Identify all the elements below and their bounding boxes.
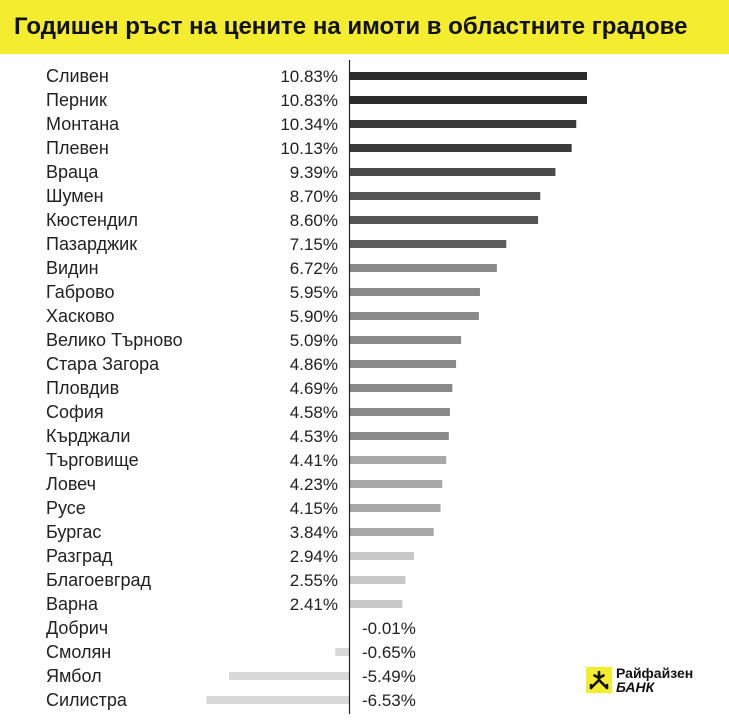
bar-row-4 — [349, 144, 572, 152]
bar-row-10 — [349, 288, 480, 296]
value-label-row-8: 7.15% — [290, 235, 338, 254]
bar-row-12 — [349, 336, 462, 344]
category-label-row-24: Добрич — [46, 618, 108, 638]
bar-row-14 — [349, 384, 453, 392]
category-label-row-27: Силистра — [46, 690, 128, 710]
category-label-row-2: Перник — [46, 90, 107, 110]
value-label-row-17: 4.41% — [290, 451, 338, 470]
value-label-row-18: 4.23% — [290, 475, 338, 494]
value-label-row-12: 5.09% — [290, 331, 338, 350]
category-label-row-8: Пазарджик — [46, 234, 137, 254]
bar-row-27 — [206, 696, 350, 704]
bar-row-8 — [349, 240, 507, 248]
bar-row-2 — [349, 96, 587, 104]
value-label-row-16: 4.53% — [290, 427, 338, 446]
value-label-row-25: -0.65% — [362, 643, 416, 662]
category-label-row-17: Търговище — [46, 450, 139, 470]
category-label-row-9: Видин — [46, 258, 99, 278]
bar-row-5 — [349, 168, 556, 176]
bar-row-23 — [349, 600, 403, 608]
bar-row-15 — [349, 408, 450, 416]
category-label-row-12: Велико Търново — [46, 330, 183, 350]
value-label-row-15: 4.58% — [290, 403, 338, 422]
category-label-row-18: Ловеч — [46, 474, 96, 494]
category-label-row-4: Плевен — [46, 138, 109, 158]
category-label-row-16: Кърджали — [46, 426, 130, 446]
bar-row-20 — [349, 528, 434, 536]
bar-row-22 — [349, 576, 406, 584]
bar-row-16 — [349, 432, 449, 440]
bar-row-3 — [349, 120, 577, 128]
value-label-row-2: 10.83% — [280, 91, 338, 110]
category-label-row-22: Благоевград — [46, 570, 151, 590]
category-label-row-19: Русе — [46, 498, 86, 518]
category-label-row-21: Разград — [46, 546, 113, 566]
value-label-row-24: -0.01% — [362, 619, 416, 638]
value-label-row-4: 10.13% — [280, 139, 338, 158]
value-label-row-7: 8.60% — [290, 211, 338, 230]
value-label-row-1: 10.83% — [280, 67, 338, 86]
category-label-row-23: Варна — [46, 594, 99, 614]
raiffeisen-cross-icon — [586, 667, 612, 693]
bar-row-25 — [335, 648, 350, 656]
value-label-row-19: 4.15% — [290, 499, 338, 518]
value-label-row-21: 2.94% — [290, 547, 338, 566]
category-label-row-7: Кюстендил — [46, 210, 138, 230]
value-label-row-9: 6.72% — [290, 259, 338, 278]
bar-chart: Сливен Перник Монтана Плевен Враца Шумен Кюсте… — [46, 60, 587, 714]
value-label-row-23: 2.41% — [290, 595, 338, 614]
bar-row-21 — [349, 552, 414, 560]
bar-row-13 — [349, 360, 457, 368]
bar-row-7 — [349, 216, 539, 224]
category-label-row-14: Пловдив — [46, 378, 119, 398]
value-label-row-6: 8.70% — [290, 187, 338, 206]
bar-row-9 — [349, 264, 497, 272]
value-label-row-3: 10.34% — [280, 115, 338, 134]
value-label-row-5: 9.39% — [290, 163, 338, 182]
logo-text: Райфайзен БАНК — [616, 666, 693, 694]
category-label-row-13: Стара Загора — [46, 354, 160, 374]
value-label-row-14: 4.69% — [290, 379, 338, 398]
category-label-row-6: Шумен — [46, 186, 104, 206]
category-label-row-11: Хасково — [46, 306, 114, 326]
value-label-row-20: 3.84% — [290, 523, 338, 542]
value-label-row-22: 2.55% — [290, 571, 338, 590]
category-label-row-26: Ямбол — [46, 666, 102, 686]
category-label-row-3: Монтана — [46, 114, 120, 134]
bar-row-26 — [229, 672, 350, 680]
category-label-row-1: Сливен — [46, 66, 109, 86]
category-label-row-20: Бургас — [46, 522, 101, 542]
category-label-row-5: Враца — [46, 162, 99, 182]
bar-row-19 — [349, 504, 441, 512]
bar-row-17 — [349, 456, 447, 464]
value-label-row-27: -6.53% — [362, 691, 416, 710]
value-label-row-10: 5.95% — [290, 283, 338, 302]
value-label-row-11: 5.90% — [290, 307, 338, 326]
bar-row-11 — [349, 312, 479, 320]
raiffeisen-logo: Райфайзен БАНК — [586, 666, 716, 694]
logo-line1: Райфайзен — [616, 665, 694, 681]
title-bar: Годишен ръст на цените на имоти в област… — [0, 0, 729, 54]
bar-row-1 — [349, 72, 587, 80]
value-label-row-26: -5.49% — [362, 667, 416, 686]
bar-row-6 — [349, 192, 541, 200]
logo-line2: БАНК — [616, 679, 655, 695]
bar-row-18 — [349, 480, 443, 488]
page-title: Годишен ръст на цените на имоти в област… — [14, 13, 688, 40]
category-label-row-25: Смолян — [46, 642, 111, 662]
category-label-row-10: Габрово — [46, 282, 114, 302]
value-label-row-13: 4.86% — [290, 355, 338, 374]
category-label-row-15: София — [46, 402, 104, 422]
